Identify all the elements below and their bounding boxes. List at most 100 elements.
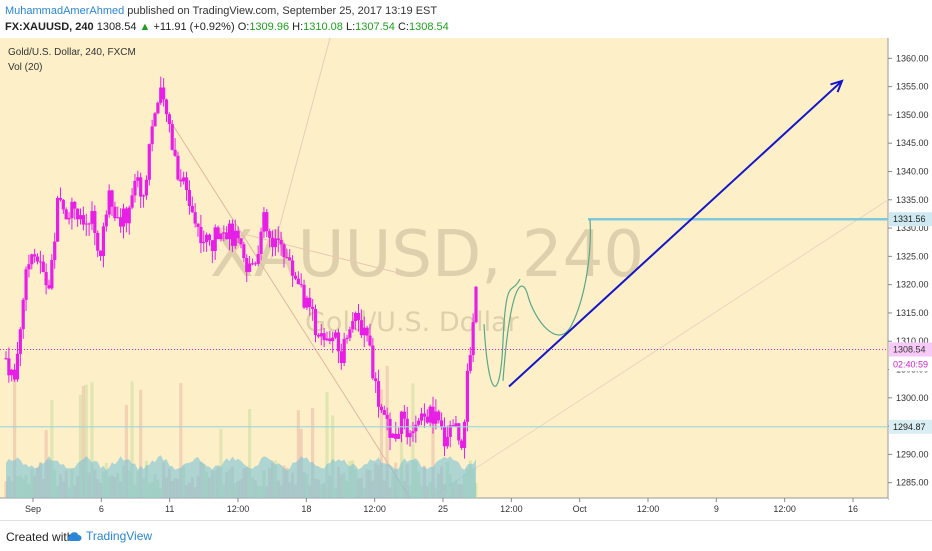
- candle-body: [121, 208, 126, 227]
- candle-body: [78, 215, 83, 220]
- candle-body: [127, 207, 131, 224]
- tradingview-link[interactable]: TradingView: [66, 529, 152, 543]
- candle-body: [179, 179, 183, 182]
- candle-body: [259, 231, 263, 254]
- trendline-faint: [269, 37, 331, 263]
- last-price-badge-bg: [889, 342, 932, 357]
- candle-body: [322, 333, 326, 341]
- candle-body: [279, 240, 283, 245]
- volume-bar: [247, 409, 252, 498]
- candle-body: [61, 199, 65, 210]
- y-tick-label: 1345.00: [896, 138, 929, 148]
- candle-body: [451, 425, 455, 427]
- candle-body: [462, 421, 467, 448]
- candle-body: [351, 321, 355, 330]
- candle-body: [227, 223, 232, 240]
- watermark-symbol: XAUUSD, 240: [210, 218, 644, 292]
- author-link[interactable]: MuhammadAmerAhmed: [5, 5, 125, 17]
- candle-body: [15, 353, 20, 380]
- last-price: 1308.54: [96, 21, 137, 33]
- candle-body: [38, 261, 42, 263]
- candle-body: [90, 211, 94, 224]
- y-tick-label: 1325.00: [896, 251, 929, 261]
- candle-body: [116, 217, 120, 219]
- candle-body: [101, 226, 106, 257]
- support-price-badge: 1294.87: [893, 422, 926, 432]
- tradingview-brand: TradingView: [86, 529, 153, 543]
- candle-body: [422, 413, 427, 417]
- candle-body: [316, 335, 320, 337]
- tradingview-cloud-icon: [67, 531, 82, 541]
- candle-body: [107, 190, 111, 215]
- candle-body: [359, 320, 363, 336]
- candle-body: [182, 177, 186, 182]
- candle-body: [73, 201, 77, 209]
- countdown-badge-bg: [889, 357, 932, 372]
- candle-body: [18, 329, 22, 354]
- volume-bar: [325, 391, 329, 498]
- candle-body: [141, 195, 146, 197]
- x-tick-label: 11: [165, 504, 174, 514]
- candle-body: [4, 358, 8, 360]
- candle-body: [411, 431, 415, 434]
- candle-body: [399, 411, 404, 434]
- x-tick-label: 18: [301, 504, 311, 514]
- candle-body: [308, 297, 312, 307]
- low-label: L:: [345, 21, 356, 33]
- candle-body: [216, 227, 220, 240]
- candle-body: [58, 197, 63, 200]
- volume-bar: [124, 404, 128, 498]
- candle-body: [84, 223, 88, 225]
- candle-body: [53, 241, 57, 261]
- close-value: 1308.54: [408, 21, 449, 33]
- candle-body: [437, 411, 441, 421]
- candle-body: [76, 208, 80, 220]
- forecast-arrow-line[interactable]: [508, 80, 843, 388]
- candle-body: [397, 433, 401, 439]
- countdown-badge: 02:40:59: [893, 359, 928, 369]
- candle-body: [302, 284, 306, 308]
- candle-body: [354, 312, 358, 322]
- x-tick-label: 12:00: [363, 504, 386, 514]
- x-tick-label: 12:00: [773, 504, 796, 514]
- high-value: 1310.08: [303, 21, 343, 33]
- candle-body: [268, 231, 272, 238]
- y-tick-label: 1290.00: [896, 449, 929, 459]
- trendline-faint: [219, 227, 401, 274]
- candle-body: [440, 420, 444, 427]
- candle-body: [7, 358, 11, 376]
- volume-bar: [90, 382, 94, 498]
- candle-body: [265, 212, 269, 232]
- volume-bar: [50, 399, 54, 498]
- candle-body: [245, 258, 249, 272]
- candle-body: [55, 197, 60, 242]
- candle-body: [242, 244, 246, 259]
- volume-bar: [219, 428, 223, 498]
- x-tick-label: 25: [438, 504, 448, 514]
- candle-body: [293, 275, 298, 279]
- price-axis[interactable]: [888, 38, 932, 520]
- forecast-arrowhead-icon: [830, 79, 844, 93]
- candle-body: [362, 327, 366, 336]
- candle-body: [262, 212, 266, 232]
- candle-body: [379, 406, 384, 411]
- candle-body: [159, 87, 163, 103]
- candle-body: [199, 226, 203, 244]
- resistance-price-badge-bg: [889, 212, 932, 227]
- candle-body: [414, 424, 418, 432]
- time-axis[interactable]: [0, 498, 888, 520]
- candle-body: [230, 223, 235, 246]
- candle-body: [325, 338, 329, 341]
- open-label: O:: [237, 21, 250, 33]
- last-price-badge: 1308.54: [893, 344, 926, 354]
- x-tick-label: Oct: [573, 504, 588, 514]
- candle-body: [133, 180, 137, 196]
- volume-bar: [311, 407, 315, 498]
- candle-body: [67, 218, 71, 220]
- candle-body: [213, 227, 217, 251]
- price-change: +11.91 (+0.92%): [153, 21, 235, 33]
- candle-body: [193, 212, 197, 224]
- candle-body: [345, 337, 349, 339]
- candle-body: [457, 423, 461, 441]
